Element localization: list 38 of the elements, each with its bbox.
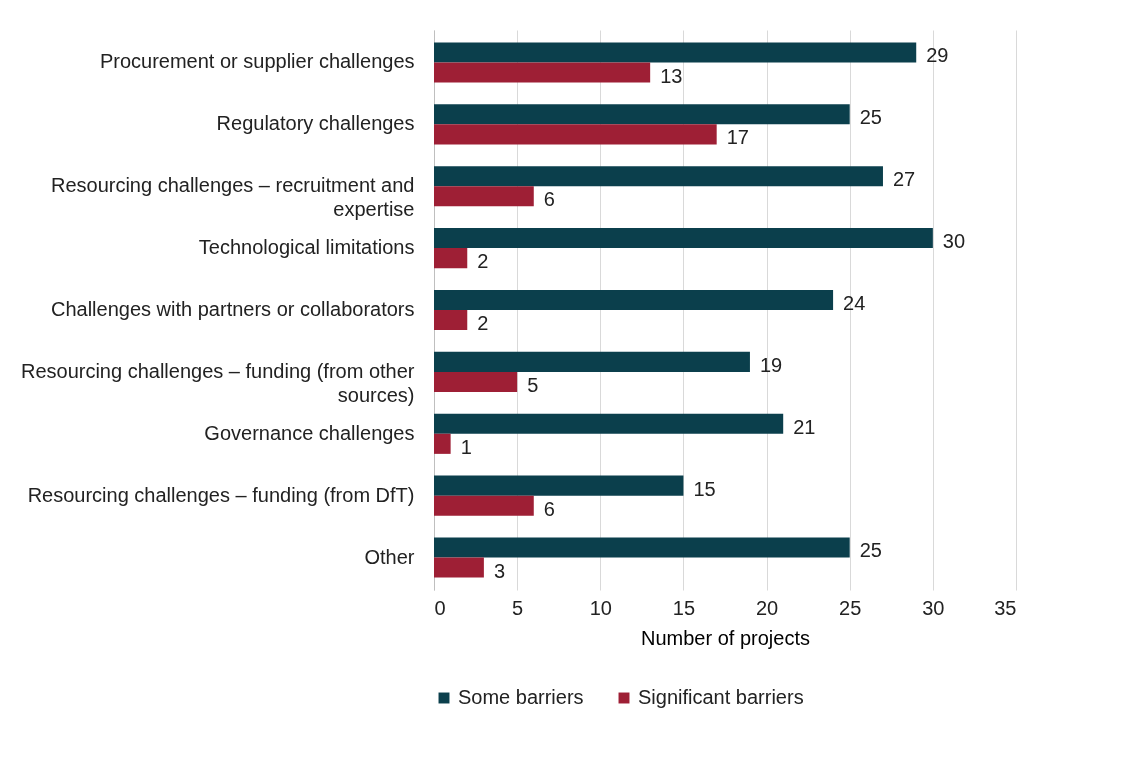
data-label: 2	[477, 250, 489, 273]
y-tick-label: Challenges with partners or collaborators	[50, 298, 415, 320]
data-label: 24	[843, 291, 866, 314]
y-tick-label: Other	[364, 545, 415, 568]
legend-label: Significant barriers	[638, 686, 804, 708]
data-label: 1	[460, 435, 472, 458]
y-tick-label: Resourcing challenges – recruitment and expertise	[50, 174, 415, 221]
x-tick-label: 5	[512, 596, 524, 619]
y-tick-label: Governance challenges	[204, 421, 415, 444]
data-label: 30	[942, 230, 966, 253]
x-tick-label: 25	[839, 596, 862, 619]
data-label: 3	[493, 559, 506, 582]
data-label: 6	[543, 188, 555, 211]
x-tick-label: 20	[755, 596, 779, 619]
x-tick-label: 30	[922, 596, 945, 619]
y-tick-label: Technological limitations	[198, 236, 415, 259]
data-label: 17	[726, 126, 749, 149]
data-label: 13	[660, 64, 683, 87]
data-label: 21	[793, 415, 816, 438]
x-tick-label: 15	[672, 596, 696, 619]
data-label: 19	[759, 353, 783, 376]
data-label: 15	[693, 477, 716, 500]
x-tick-label: 10	[589, 596, 612, 619]
data-label: 2	[477, 312, 489, 335]
legend-label: Some barriers	[458, 686, 584, 708]
y-tick-label: Regulatory challenges	[216, 112, 415, 135]
x-tick-label: 35	[994, 596, 1017, 619]
data-label: 27	[892, 168, 916, 191]
data-label: 29	[926, 44, 949, 67]
y-tick-label: Resourcing challenges – funding (from other sources)	[20, 359, 415, 406]
data-label: 5	[527, 373, 539, 396]
y-tick-label: Procurement or supplier challenges	[99, 50, 415, 73]
x-tick-label: 0	[434, 596, 446, 619]
data-label: 25	[859, 106, 882, 129]
y-tick-label: Resourcing challenges – funding (from DfT)	[27, 483, 415, 506]
data-label: 25	[859, 539, 882, 562]
data-label: 6	[543, 497, 555, 520]
x-axis-title: Number of projects	[641, 626, 810, 649]
